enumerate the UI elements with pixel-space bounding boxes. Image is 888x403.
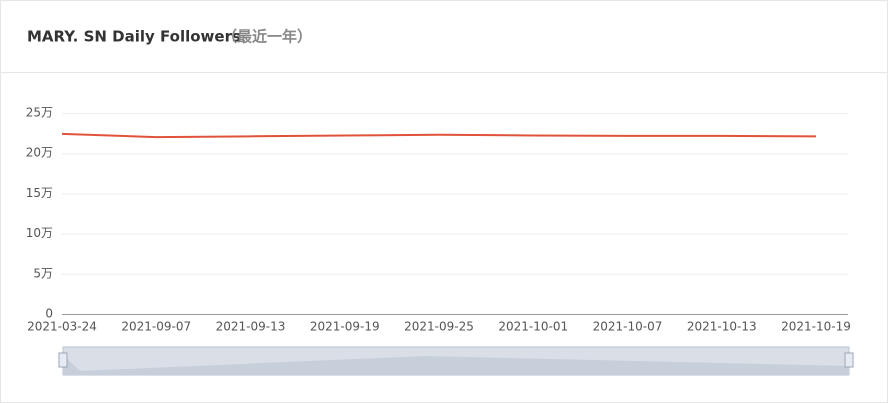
chart-title: MARY. SN Daily Followers bbox=[27, 28, 241, 46]
slider-preview bbox=[63, 355, 848, 375]
chart-subtitle: （最近一年） bbox=[222, 28, 312, 46]
zoom-slider[interactable] bbox=[58, 346, 854, 376]
x-tick-label: 2021-10-13 bbox=[687, 320, 757, 334]
y-tick-label: 15万 bbox=[26, 186, 53, 200]
y-tick-label: 0 bbox=[45, 307, 53, 321]
x-tick-label: 2021-10-19 bbox=[781, 320, 851, 334]
x-tick-label: 2021-09-19 bbox=[310, 320, 380, 334]
y-tick-label: 10万 bbox=[26, 226, 53, 240]
x-tick-label: 2021-03-24 bbox=[27, 320, 97, 334]
y-tick-label: 5万 bbox=[33, 266, 53, 280]
x-tick-label: 2021-09-13 bbox=[216, 320, 286, 334]
slider-handle[interactable] bbox=[844, 352, 854, 368]
y-tick-label: 20万 bbox=[26, 146, 53, 160]
x-tick-label: 2021-10-07 bbox=[593, 320, 663, 334]
line bbox=[61, 132, 817, 139]
slider-handle[interactable] bbox=[58, 352, 68, 368]
x-tick-label: 2021-09-25 bbox=[404, 320, 474, 334]
x-tick-label: 2021-10-01 bbox=[498, 320, 568, 334]
x-tick-label: 2021-09-07 bbox=[121, 320, 191, 334]
y-tick-label: 25万 bbox=[26, 106, 53, 120]
